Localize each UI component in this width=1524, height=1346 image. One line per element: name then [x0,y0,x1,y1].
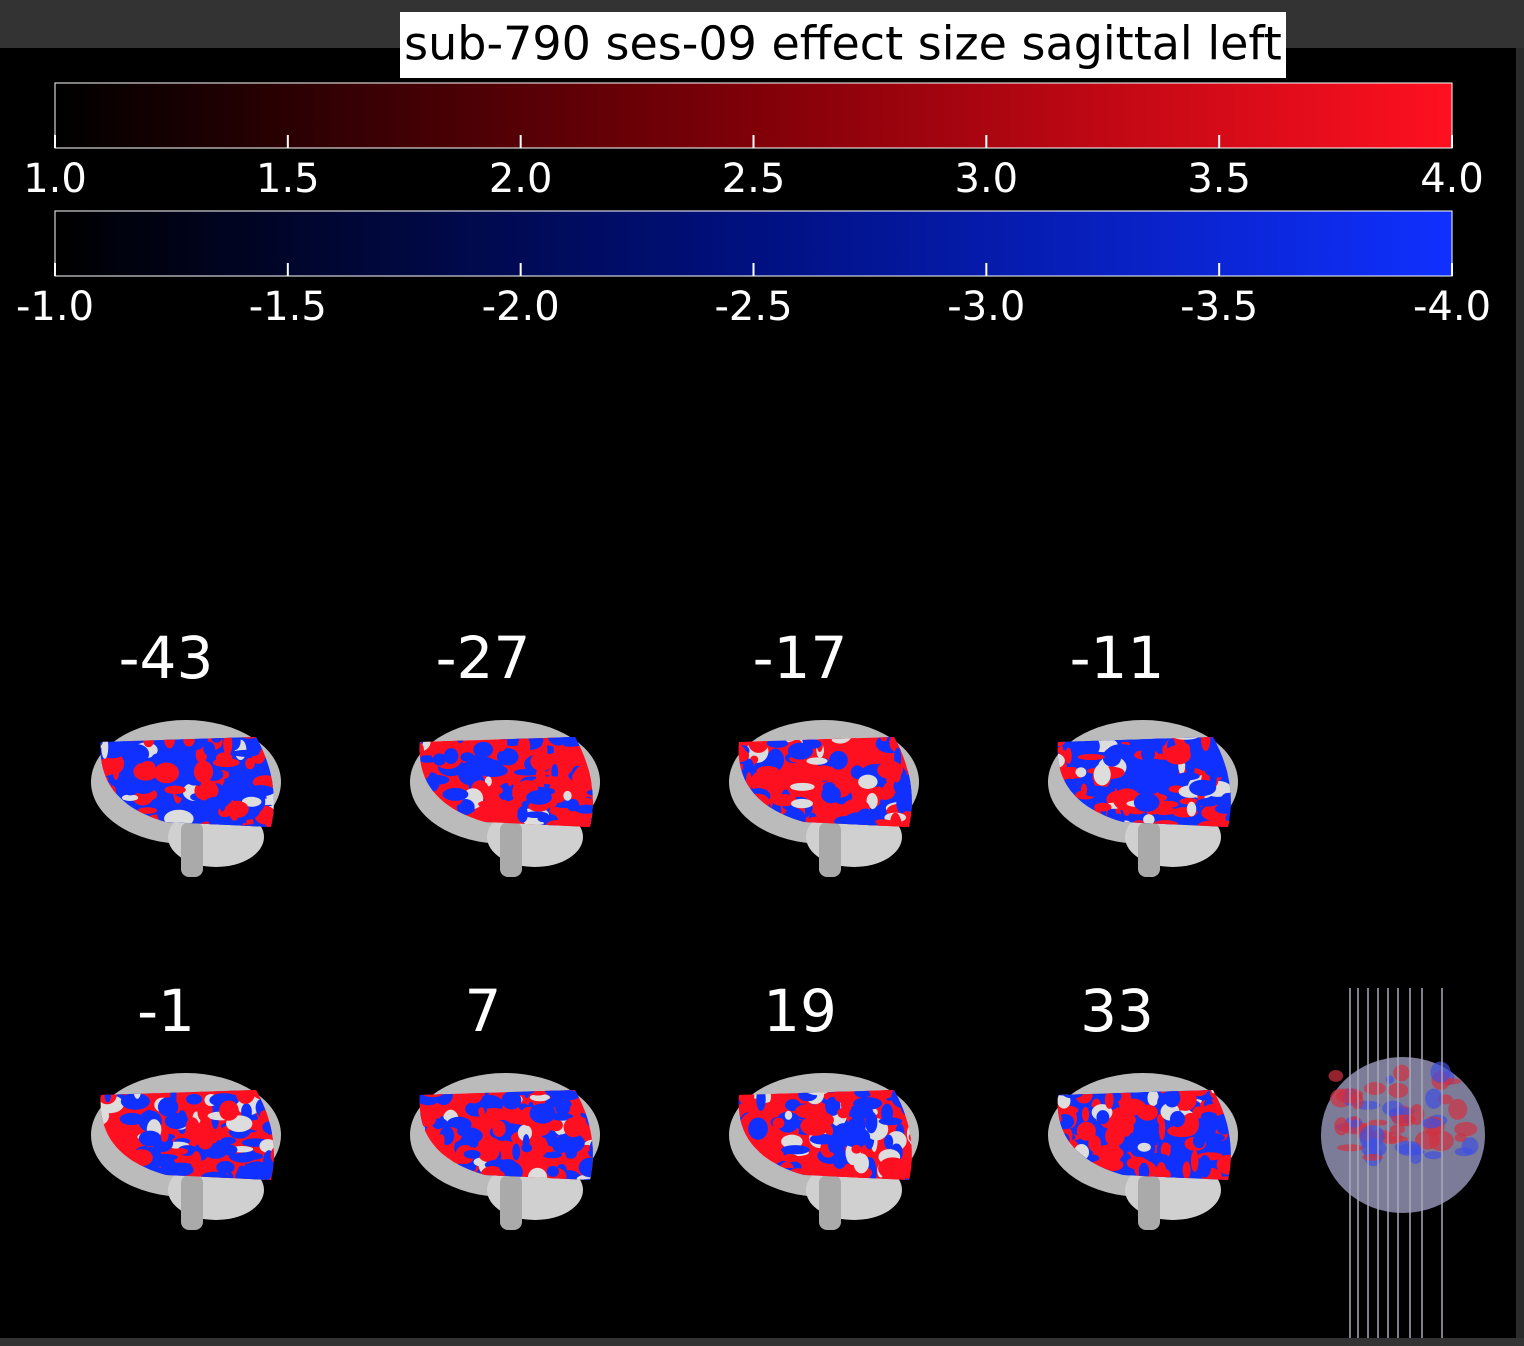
brain-slice [729,720,919,877]
brainstem [500,822,522,877]
colorbar-tick-label: 3.5 [1187,156,1251,202]
brainstem [500,1175,522,1230]
colorbar-tick-label: -3.0 [947,284,1025,330]
colorbar-tick-label: -2.5 [714,284,792,330]
brain-slice [91,1073,281,1230]
slice-label: -43 [119,624,214,692]
slice-label: 19 [763,977,837,1045]
brain-slice [91,720,281,877]
slice-label: -17 [753,624,848,692]
slice-label: -27 [436,624,531,692]
brainstem [181,822,203,877]
brain-slice [410,720,600,877]
brainstem [1138,1175,1160,1230]
colorbar-tick-label: -4.0 [1413,284,1491,330]
brain-slice [1048,1073,1238,1230]
title: sub-790 ses-09 effect size sagittal left [404,17,1282,71]
brain-slice [410,1073,600,1230]
colorbar-tick-label: -1.0 [16,284,94,330]
colorbar-tick-label: 3.0 [955,156,1019,202]
title-box [400,12,1286,78]
colorbars: 1.0 1.5 2.0 2.5 3.0 3.5 4.0 -1.0 -1.5 -2.0 -2.5 -3.… [16,82,1491,330]
overview-thumbnail [1321,988,1485,1338]
right-edge [1516,48,1524,1338]
brain-slice [1048,720,1238,877]
colorbar-tick-label: 2.5 [722,156,786,202]
colorbar-tick-label: -1.5 [249,284,327,330]
colorbar-tick-label: 1.5 [256,156,320,202]
brainstem [819,1175,841,1230]
colorbar-tick-label: 4.0 [1420,156,1484,202]
brainstem [181,1175,203,1230]
brain-slice [729,1073,919,1230]
bottom-bar [0,1338,1524,1346]
colorbar-tick-label: 1.0 [23,156,87,202]
slice-label: 33 [1080,977,1154,1045]
brainstem [819,822,841,877]
slice-label: -11 [1070,624,1165,692]
slice-label: 7 [465,977,502,1045]
activation-overlay [100,1090,274,1180]
brainstem [1138,822,1160,877]
colorbar-tick-label: -3.5 [1180,284,1258,330]
colorbar-tick-label: 2.0 [489,156,553,202]
colorbar-tick-label: -2.0 [482,284,560,330]
slices: -43 -27 -17 -11-1 7 19 33 [91,624,1238,1230]
slice-label: -1 [137,977,195,1045]
